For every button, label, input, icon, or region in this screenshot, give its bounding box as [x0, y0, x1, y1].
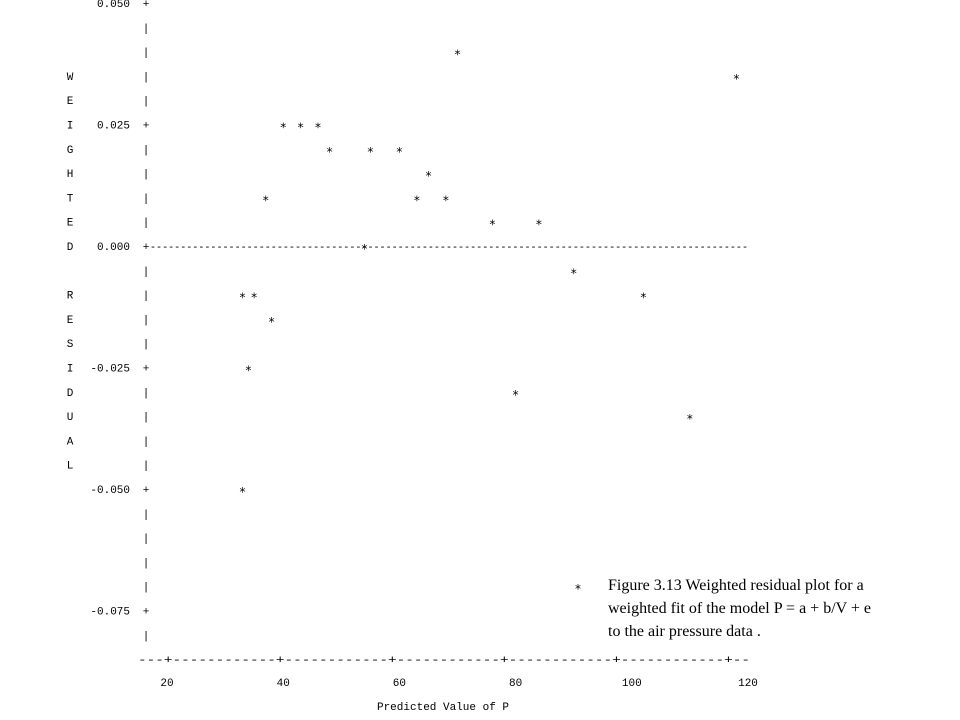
data-point: * [298, 121, 304, 135]
y-axis-label-letter: R [67, 291, 74, 303]
data-point: * [362, 242, 368, 256]
caption-line-1: Figure 3.13 Weighted residual plot for a [608, 577, 864, 594]
y-axis-label-letter: U [67, 412, 74, 424]
data-point: * [640, 291, 646, 305]
y-axis-segment: | [143, 534, 150, 546]
data-point: * [263, 193, 269, 207]
data-point: * [443, 193, 449, 207]
y-axis-label-letter: E [67, 218, 74, 230]
data-point: * [513, 388, 519, 402]
data-point: * [396, 145, 402, 159]
y-axis-tick-mark: + [143, 0, 150, 11]
y-tick-label: 0.050 [97, 0, 130, 11]
y-axis-segment: | [143, 315, 150, 327]
x-axis-line: ---+------------+------------+----------… [138, 655, 750, 667]
y-axis-segment: | [143, 72, 150, 84]
y-axis-label-letter: E [67, 315, 74, 327]
y-axis-label-letter: W [67, 72, 74, 84]
data-point: * [245, 364, 251, 378]
data-point: * [240, 291, 246, 305]
y-axis-segment: | [143, 436, 150, 448]
y-axis-line: + | | | | + | | | | + | | | | + | | | | + | | | | + | [143, 0, 150, 643]
caption-line-3: to the air pressure data . [608, 623, 761, 640]
y-axis-label-letter: G [67, 145, 74, 157]
y-axis-tick-mark: + [143, 485, 150, 497]
data-point: * [269, 315, 275, 329]
y-axis-segment: | [143, 461, 150, 473]
x-tick-labels: 20 40 60 80 100 120 [160, 678, 758, 690]
y-axis-segment: | [143, 558, 150, 570]
y-axis-segment: | [143, 145, 150, 157]
caption-line-2: weighted fit of the model P = a + b/V + … [608, 600, 871, 617]
data-point: * [571, 266, 577, 280]
y-axis-segment: | [143, 266, 150, 278]
x-tick-label: 20 [160, 678, 173, 690]
data-point: * [733, 72, 739, 86]
y-axis-segment: | [143, 631, 150, 643]
y-axis-tick-mark: + [143, 242, 150, 254]
y-axis-tick-mark: + [143, 607, 150, 619]
data-point: * [367, 145, 373, 159]
data-point: * [315, 121, 321, 135]
y-axis-label-letter: I [67, 121, 74, 133]
y-tick-label: 0.000 [97, 242, 130, 254]
y-axis-segment: | [143, 96, 150, 108]
data-points: * * * * * * * * * * * * * * * * * * * * * * * * [240, 48, 740, 499]
x-axis-label: Predicted Value of P [377, 702, 509, 714]
y-axis-label-letter: A [67, 436, 74, 448]
figure-caption: * Figure 3.13 Weighted residual plot for… [575, 577, 871, 640]
y-axis-segment: | [143, 291, 150, 303]
y-axis-label-letter: S [67, 339, 74, 351]
x-tick-label: 60 [393, 678, 406, 690]
data-point: * [251, 291, 257, 305]
y-tick-label: -0.075 [90, 607, 130, 619]
data-point: * [687, 412, 693, 426]
y-axis-segment: | [143, 23, 150, 35]
y-axis-label-letter: L [67, 461, 74, 473]
data-point: * [489, 218, 495, 232]
y-tick-label: -0.050 [90, 485, 130, 497]
data-point: * [240, 485, 246, 499]
y-axis-segment: | [143, 218, 150, 230]
data-point: * [536, 218, 542, 232]
y-axis-label-letter: D [67, 388, 74, 400]
y-axis-label-letter: H [67, 169, 74, 181]
y-axis-tick-mark: + [143, 364, 150, 376]
y-axis-tick-mark: + [143, 121, 150, 133]
data-point: * [280, 121, 286, 135]
data-point: * [414, 193, 420, 207]
y-axis-segment: | [143, 412, 150, 424]
x-tick-label: 80 [509, 678, 522, 690]
x-tick-label: 120 [738, 678, 758, 690]
x-tick-label: 40 [277, 678, 290, 690]
zero-reference-line: ----------------------------------------… [150, 242, 748, 254]
data-point: * [425, 169, 431, 183]
y-axis-label-letter: E [67, 96, 74, 108]
y-axis-segment: | [143, 169, 150, 181]
caption-marker: * [575, 582, 581, 596]
y-axis-label-letter: D [67, 242, 74, 254]
data-point: * [455, 48, 461, 62]
y-tick-label: -0.025 [90, 364, 130, 376]
y-axis-segment: | [143, 339, 150, 351]
y-axis-segment: | [143, 48, 150, 60]
data-point: * [327, 145, 333, 159]
zero-line-dashes: ----------------------------------------… [150, 242, 748, 254]
y-axis-label-letter: T [67, 193, 74, 205]
y-axis-segment: | [143, 388, 150, 400]
y-axis-segment: | [143, 509, 150, 521]
y-tick-label: 0.025 [97, 121, 130, 133]
x-tick-label: 100 [622, 678, 642, 690]
y-axis-label-letter: I [67, 364, 74, 376]
y-tick-labels: 0.050 0.025 0.000 -0.025 -0.050 -0.075 [90, 0, 130, 619]
y-axis-segment: | [143, 193, 150, 205]
y-axis-segment: | [143, 582, 150, 594]
x-axis-dashes: ---+------------+------------+----------… [138, 655, 750, 667]
